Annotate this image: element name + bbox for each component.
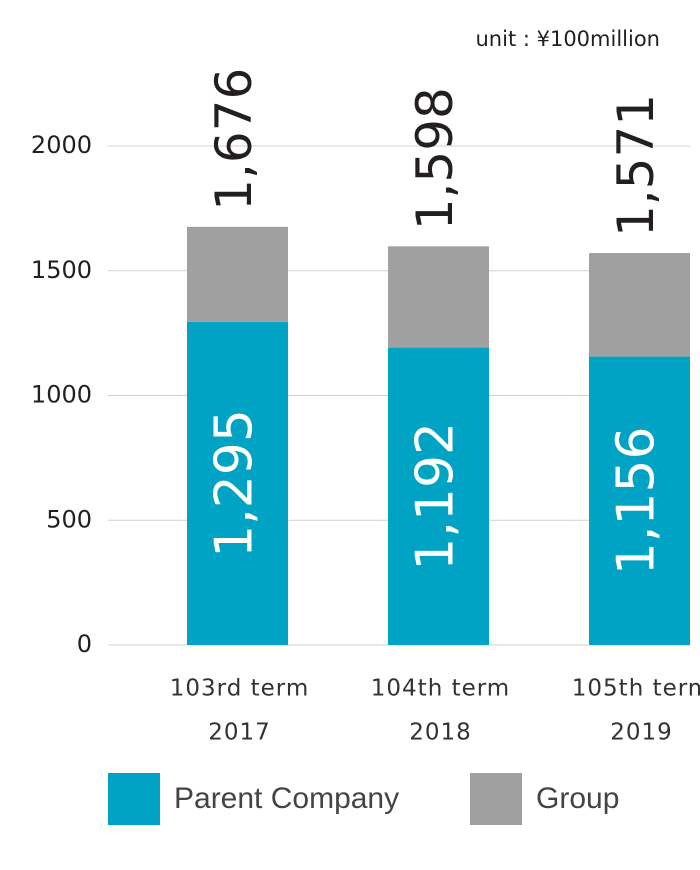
- bar-segment: [589, 356, 690, 645]
- bar-segment: [589, 253, 690, 357]
- bar-segment: [187, 226, 288, 322]
- x-tick-label: 103rd term: [170, 676, 310, 702]
- bar-segment: [187, 321, 288, 645]
- legend-swatch: [470, 773, 522, 825]
- legend-swatch: [108, 773, 160, 825]
- x-tick-label: 105th term: [572, 676, 700, 702]
- y-tick-label: 1500: [31, 256, 92, 284]
- x-year-label: 2019: [610, 720, 673, 746]
- bar-value-label: 1,295: [205, 409, 265, 558]
- bar-segment: [388, 347, 489, 645]
- total-label: 1,571: [607, 94, 665, 237]
- x-year-label: 2017: [208, 720, 271, 746]
- unit-label: unit : ¥100million: [475, 27, 660, 51]
- y-tick-label: 1000: [31, 381, 92, 409]
- y-tick-label: 0: [77, 630, 92, 658]
- bar-segment: [388, 246, 489, 348]
- legend-label: Parent Company: [174, 782, 399, 815]
- total-label: 1,598: [406, 87, 464, 230]
- y-tick-label: 500: [46, 505, 92, 533]
- bar-value-label: 1,192: [406, 422, 466, 571]
- x-year-label: 2018: [409, 720, 472, 746]
- bar-value-label: 1,156: [607, 426, 667, 575]
- total-label: 1,676: [205, 68, 263, 211]
- y-tick-label: 2000: [31, 131, 92, 159]
- x-tick-label: 104th term: [371, 676, 510, 702]
- legend-label: Group: [536, 782, 619, 815]
